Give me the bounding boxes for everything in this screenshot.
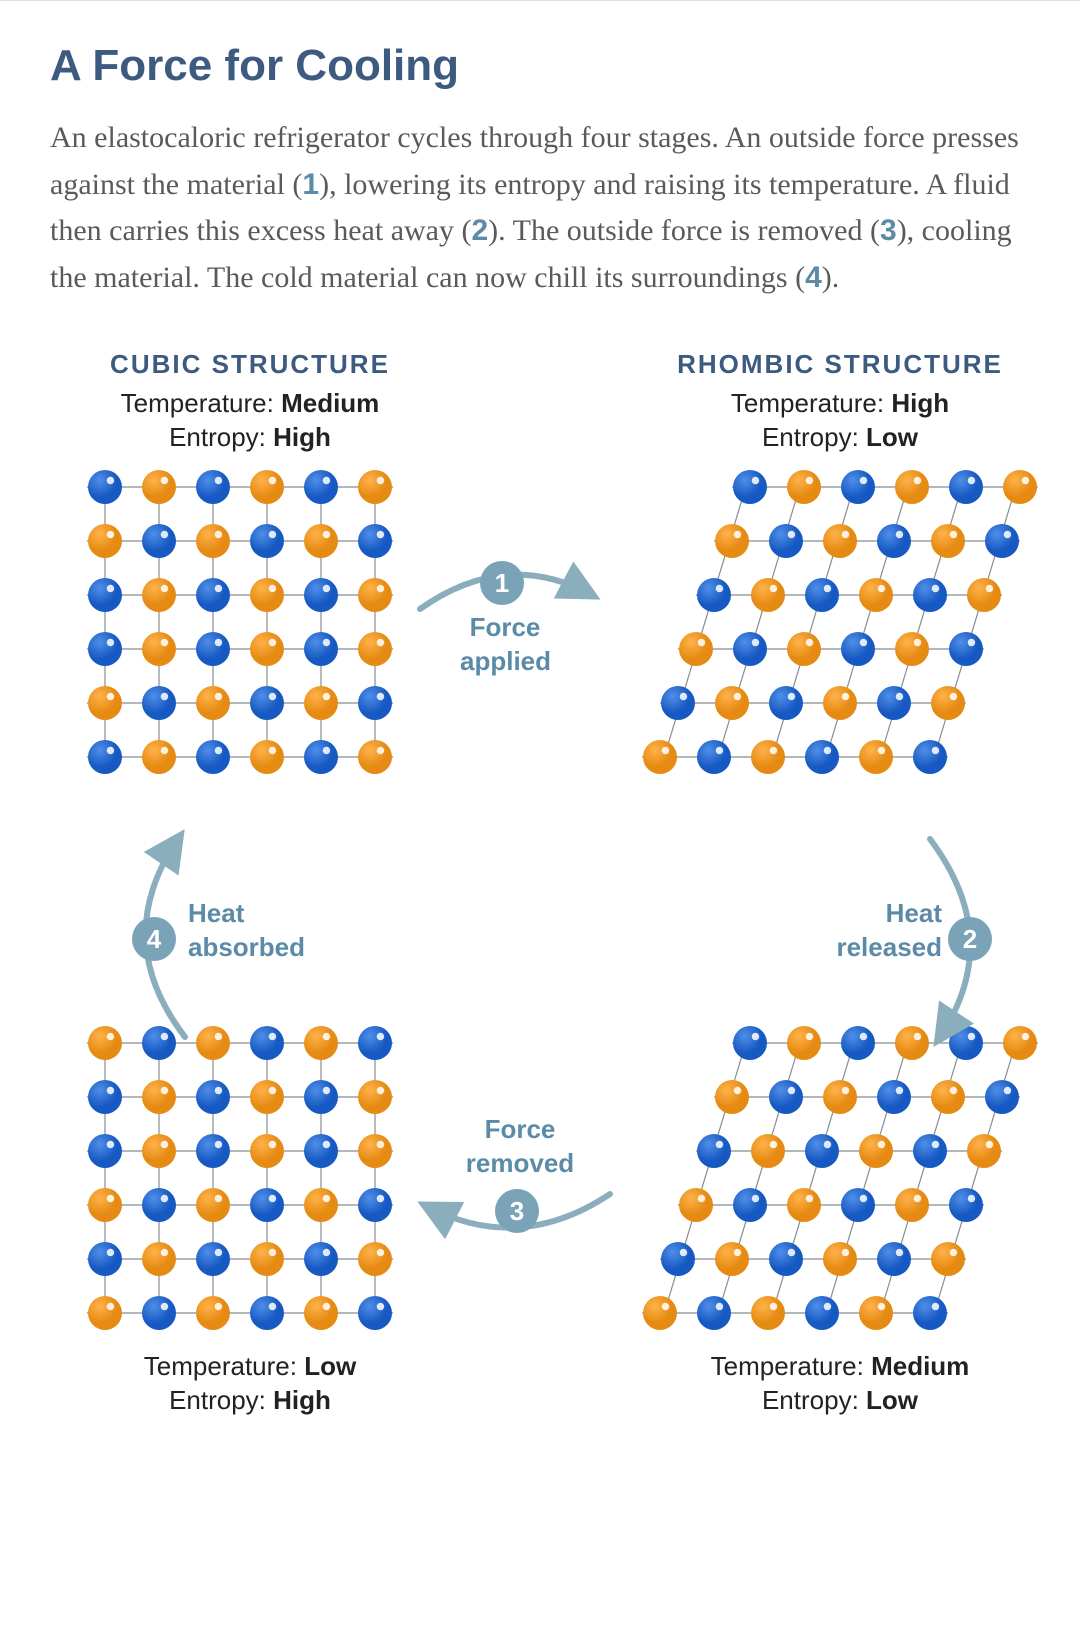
step-label-4: Heatabsorbed xyxy=(188,897,308,965)
lattice-cubic-top xyxy=(75,467,425,777)
lattice-cubic-bottom xyxy=(75,1023,425,1333)
step-label-1: Forceapplied xyxy=(460,611,550,679)
desc-num-2: 2 xyxy=(471,214,488,247)
page-title: A Force for Cooling xyxy=(50,41,1030,91)
entropy-row: Entropy: High xyxy=(50,1385,450,1416)
step-label-2: Heatreleased xyxy=(822,897,942,965)
structure-title: RHOMBIC STRUCTURE xyxy=(630,349,1050,380)
desc-num-1: 1 xyxy=(302,168,319,201)
panel-cubic-top: CUBIC STRUCTURE Temperature: Medium Entr… xyxy=(50,349,450,777)
lattice-rhombic-bottom xyxy=(630,1023,1070,1333)
desc-seg: ). xyxy=(822,261,840,294)
step-badge-1: 1 xyxy=(480,561,524,605)
entropy-row: Entropy: Low xyxy=(630,422,1050,453)
desc-num-3: 3 xyxy=(880,214,897,247)
step-badge-2: 2 xyxy=(948,917,992,961)
temperature-row: Temperature: Low xyxy=(50,1351,450,1382)
panel-rhombic-bottom: Temperature: Medium Entropy: Low xyxy=(630,1009,1050,1419)
description-paragraph: An elastocaloric refrigerator cycles thr… xyxy=(50,115,1030,301)
structure-title: CUBIC STRUCTURE xyxy=(50,349,450,380)
panel-cubic-bottom: Temperature: Low Entropy: High xyxy=(50,1009,450,1419)
step-badge-4: 4 xyxy=(132,917,176,961)
step-label-3: Forceremoved xyxy=(460,1113,580,1181)
lattice-rhombic-top xyxy=(630,467,1070,777)
temperature-row: Temperature: High xyxy=(630,388,1050,419)
desc-num-4: 4 xyxy=(805,261,822,294)
panel-rhombic-top: RHOMBIC STRUCTURE Temperature: High Entr… xyxy=(630,349,1050,777)
entropy-row: Entropy: High xyxy=(50,422,450,453)
temperature-row: Temperature: Medium xyxy=(50,388,450,419)
temperature-row: Temperature: Medium xyxy=(630,1351,1050,1382)
entropy-row: Entropy: Low xyxy=(630,1385,1050,1416)
desc-seg: ). The outside force is removed ( xyxy=(488,214,880,247)
step-badge-3: 3 xyxy=(495,1189,539,1233)
cycle-diagram: CUBIC STRUCTURE Temperature: Medium Entr… xyxy=(50,349,1030,1449)
